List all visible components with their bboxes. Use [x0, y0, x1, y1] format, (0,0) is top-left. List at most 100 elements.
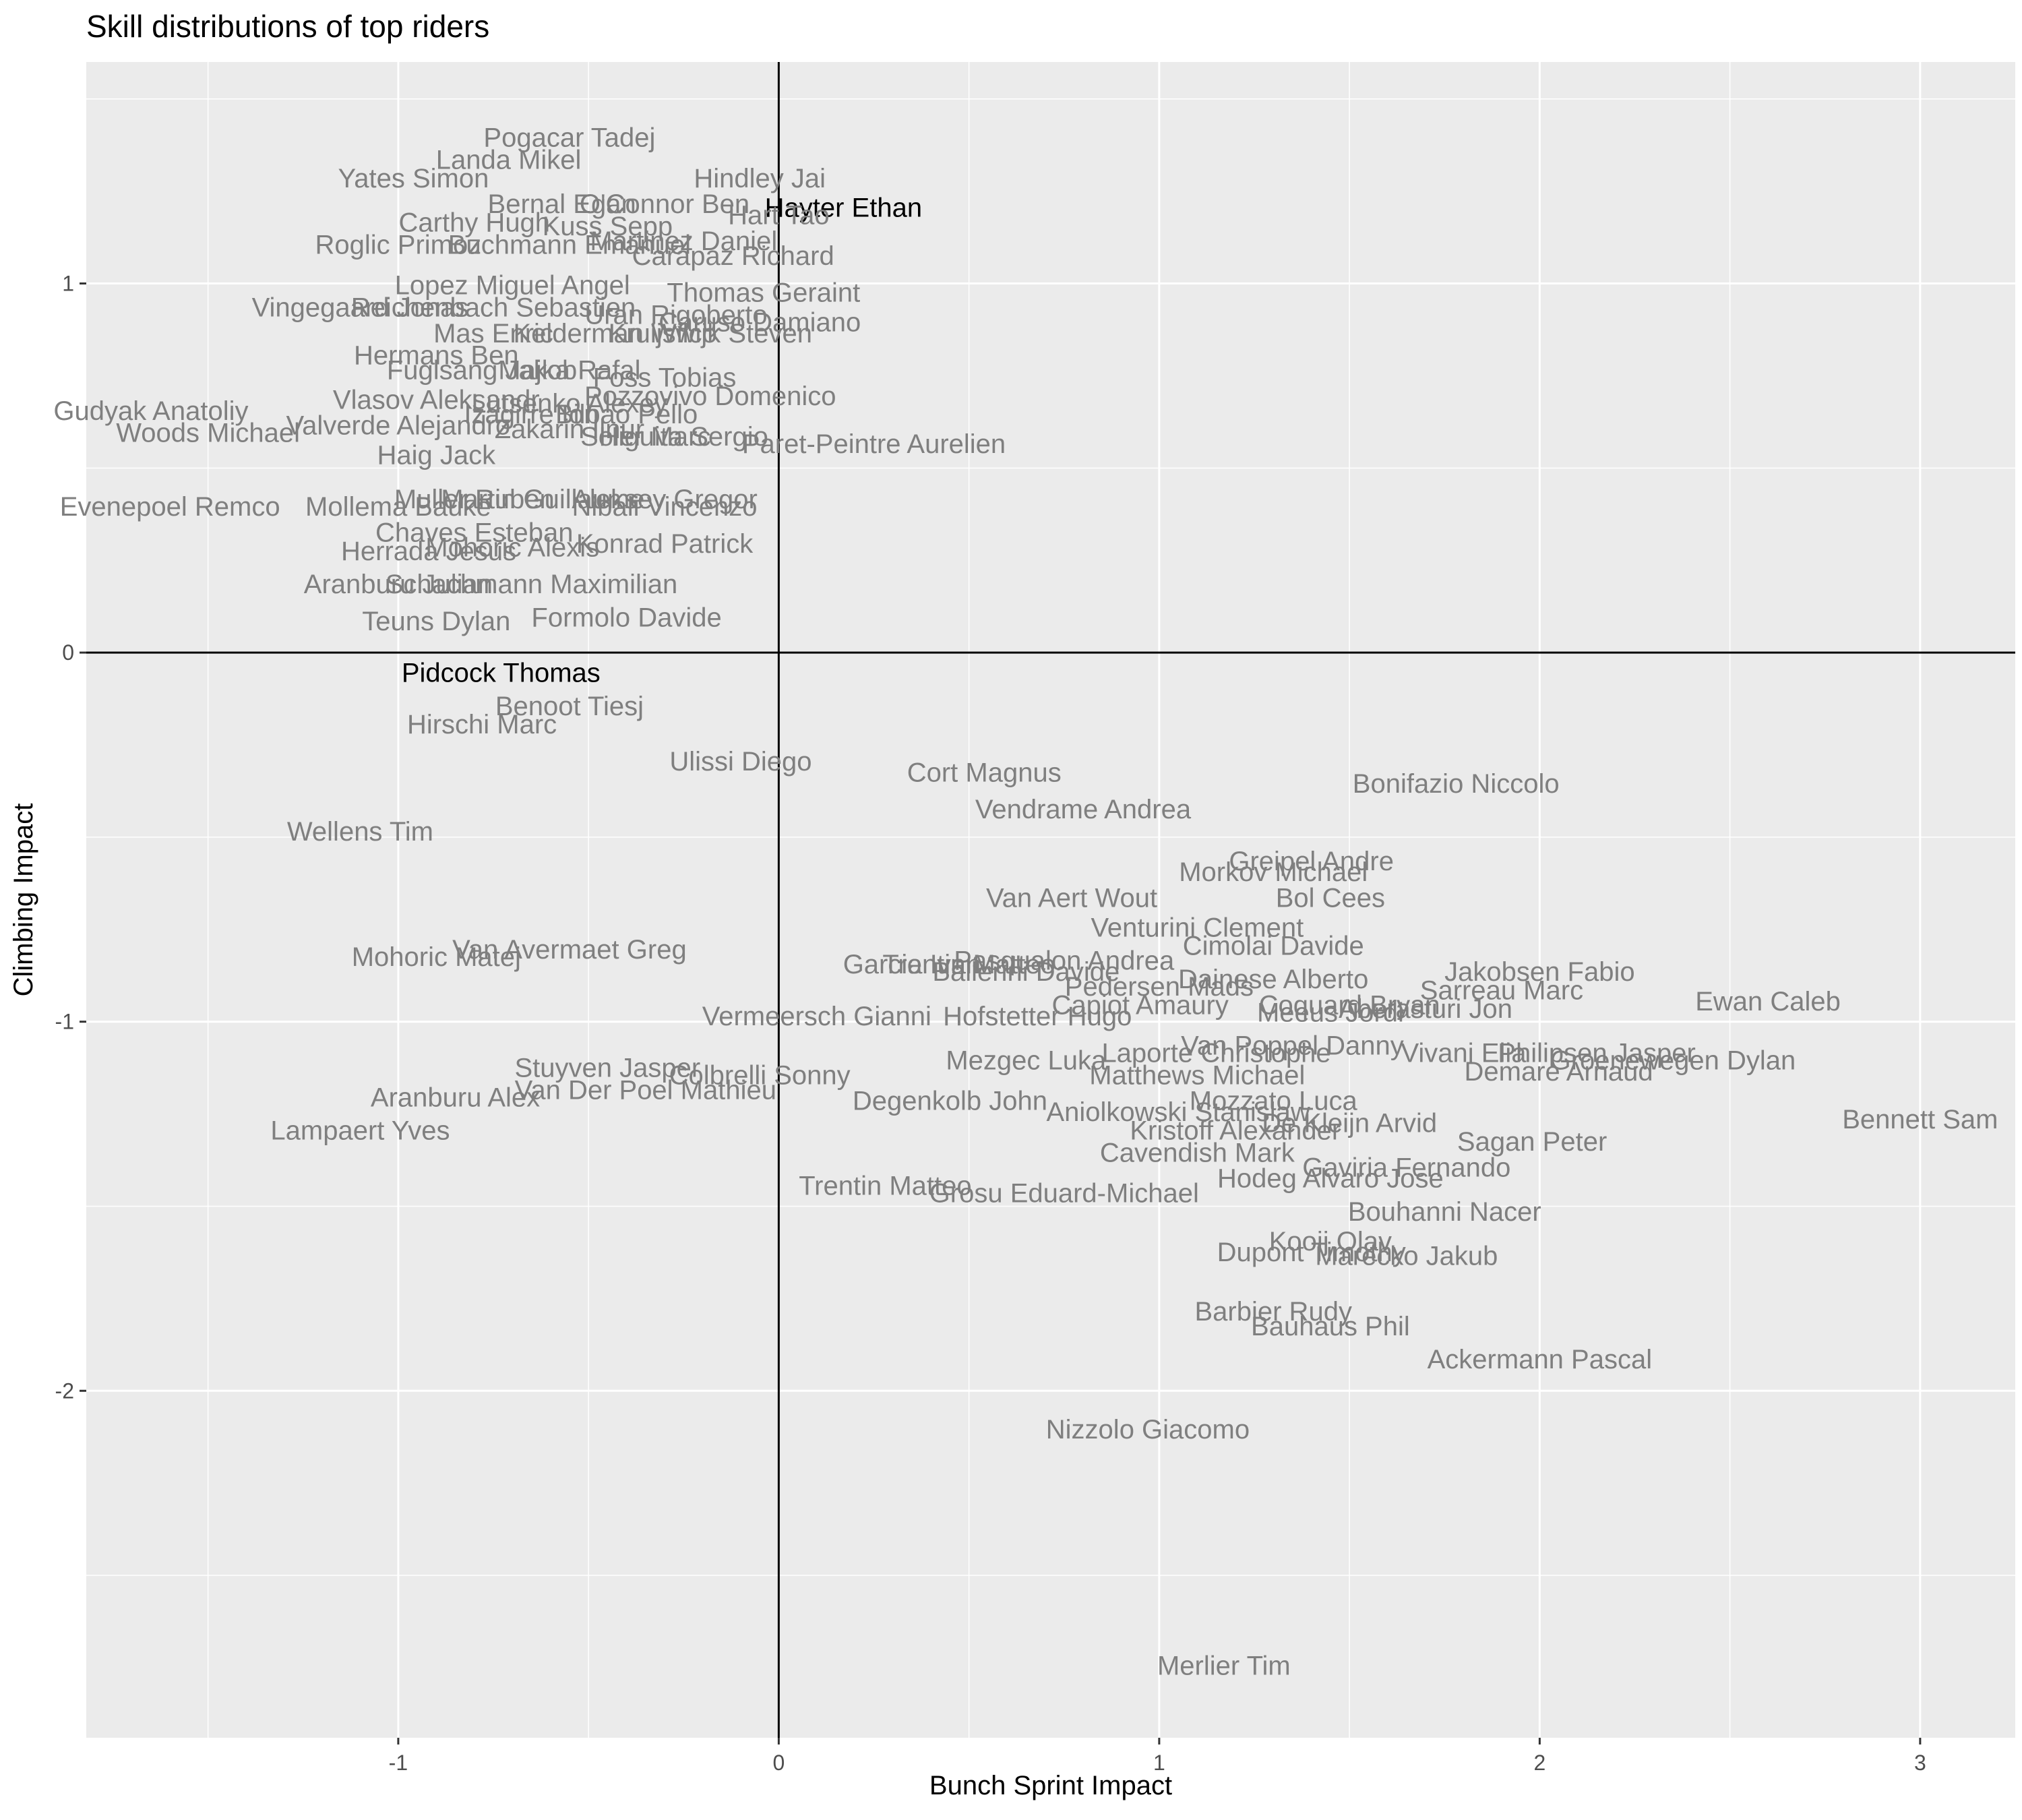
rider-label: Benoot Tiesj [495, 692, 644, 721]
rider-label: Meeus Jordi [1257, 998, 1404, 1027]
rider-label: Carapaz Richard [632, 241, 834, 271]
rider-label: Dainese Alberto [1178, 965, 1368, 994]
rider-label: Vingegaard Jonas [252, 293, 469, 322]
rider-label: Kelderman Wilco [513, 319, 716, 348]
rider-label: Greipel Andre [1229, 847, 1394, 876]
x-tick-label: -1 [389, 1751, 408, 1775]
y-tick-label: 0 [62, 640, 74, 665]
rider-label: Kuss Sepp [543, 212, 673, 241]
rider-label: Demare Arnaud [1465, 1057, 1653, 1087]
rider-label: Landa Mikel [436, 145, 582, 175]
y-axis-title: Climbing Impact [9, 803, 38, 997]
rider-label: Bouhanni Nacer [1348, 1197, 1541, 1227]
rider-label: Cort Magnus [907, 758, 1062, 787]
rider-label: Reichenbach Sebastien [351, 293, 636, 322]
rider-label: Van Poppel Danny [1181, 1031, 1404, 1061]
rider-label: Jakobsen Fabio [1444, 957, 1634, 987]
rider-label: Izagirre Ion [464, 400, 599, 429]
x-tick-label: 0 [772, 1751, 785, 1775]
rider-label: Woods Michael [116, 419, 300, 448]
rider-label: Soler Marc [580, 422, 710, 452]
rider-label: Aberasturi Jon [1339, 994, 1512, 1024]
rider-label: Ulissi Diego [669, 747, 811, 777]
rider-label: Lampaert Yves [270, 1116, 450, 1146]
rider-label: Nizzolo Giacomo [1046, 1415, 1250, 1445]
rider-label: Bauhaus Phil [1251, 1312, 1410, 1341]
rider-label: Paret-Peintre Aurelien [742, 429, 1006, 459]
rider-label: Laporte Christophe [1101, 1039, 1330, 1068]
rider-label: Yates Simon [338, 164, 489, 193]
plot-panel [86, 62, 2015, 1738]
rider-label: Van Der Poel Mathieu [515, 1075, 776, 1105]
rider-label: Aleksey Gregor [572, 485, 758, 514]
rider-label: Bernal Egan [488, 189, 636, 219]
rider-label: Gudyak Anatoliy [53, 396, 248, 426]
rider-label: Teuns Dylan [362, 607, 510, 636]
reference-lines [86, 62, 2015, 1738]
rider-label: Groenewegen Dylan [1550, 1045, 1796, 1075]
rider-label: Marecko Jakub [1315, 1242, 1498, 1271]
rider-label: Buchmann Emanuel [448, 230, 691, 260]
rider-label: Mohoric Alexis [425, 533, 599, 562]
rider-label: Carthy Hugh [399, 208, 551, 237]
rider-label: Schachmann Maximilian [386, 570, 678, 599]
rider-label: Trentin Matteo [799, 1172, 971, 1201]
rider-label: Mas Enric [433, 319, 553, 348]
rider-label: Garcia Ivan [843, 950, 981, 979]
rider-label: Caruso Damiano [658, 307, 861, 337]
rider-label: Martinez Daniel [590, 226, 777, 256]
rider-label: Philipsen Jasper [1498, 1039, 1696, 1068]
rider-label: Hart Tao [728, 201, 829, 231]
rider-label: Morkov Michael [1179, 857, 1368, 887]
rider-label: Vendrame Andrea [975, 795, 1192, 824]
rider-label: Bennett Sam [1842, 1105, 1998, 1134]
rider-label: Chaves Esteban [375, 518, 574, 547]
rider-label: Martin Guillaume [441, 485, 644, 514]
rider-label: Vivani Elia [1401, 1039, 1527, 1068]
rider-label: Colbrelli Sonny [669, 1060, 851, 1090]
rider-label: Coquard Bryan [1259, 990, 1440, 1020]
rider-label: Mezgec Luka [946, 1045, 1107, 1075]
rider-label: Kruijswijk Steven [609, 319, 812, 348]
rider-label: Grosu Eduard-Michael [929, 1179, 1199, 1209]
rider-label: Lopez Miguel Angel [395, 271, 630, 301]
rider-label: Herrada Jesus [341, 537, 516, 566]
rider-label: Konrad Patrick [576, 529, 754, 559]
rider-label: Wellens Tim [287, 817, 433, 847]
rider-label: Fuglsang Jakob [387, 356, 577, 386]
rider-label: Degenkolb John [853, 1087, 1047, 1116]
rider-label: Gaviria Fernando [1302, 1153, 1510, 1182]
rider-label: Hermans Ben [354, 341, 519, 371]
rider-label: Higuita Sergio [599, 422, 768, 452]
rider-label: Thomas Geraint [667, 278, 860, 308]
y-tick-label: 1 [62, 272, 74, 296]
rider-label: Vermeersch Gianni [702, 1002, 931, 1031]
rider-label: Mozzato Luca [1190, 1087, 1358, 1116]
rider-label: Cavendish Mark [1100, 1138, 1295, 1167]
rider-label: Aranburu Julian [304, 570, 493, 599]
rider-label: Venturini Clement [1091, 913, 1304, 942]
rider-label: Kooij Olav [1269, 1227, 1392, 1256]
rider-label: Ballerini Davide [932, 957, 1120, 987]
rider-label: Nibali Vincenzo [572, 492, 758, 522]
rider-label: Bol Cees [1276, 884, 1385, 913]
rider-label: Ewan Caleb [1695, 987, 1841, 1017]
x-tick-label: 3 [1914, 1751, 1926, 1775]
rider-label: Foss Tobias [593, 363, 737, 392]
y-tick-label: -2 [55, 1378, 74, 1403]
rider-label: Pozzovivo Domenico [584, 382, 836, 411]
chart-title: Skill distributions of top riders [86, 9, 490, 44]
rider-label: Trentin Matteo [882, 950, 1055, 979]
rider-label: Uran Rigoberto [584, 300, 767, 330]
x-axis-ticks: -1 0 1 2 3 [389, 1738, 1926, 1775]
rider-label: Cimolai Davide [1183, 932, 1364, 961]
rider-label: Dupont Timothy [1217, 1238, 1406, 1267]
rider-label: Bonifazio Niccolo [1353, 769, 1560, 799]
rider-label: Van Avermaet Greg [452, 935, 687, 965]
rider-label: Matthews Michael [1089, 1060, 1305, 1090]
rider-label: Hirschi Marc [407, 710, 557, 739]
rider-label: Pidcock Thomas [402, 659, 601, 688]
rider-label: Hofstetter Hugo [943, 1002, 1132, 1031]
